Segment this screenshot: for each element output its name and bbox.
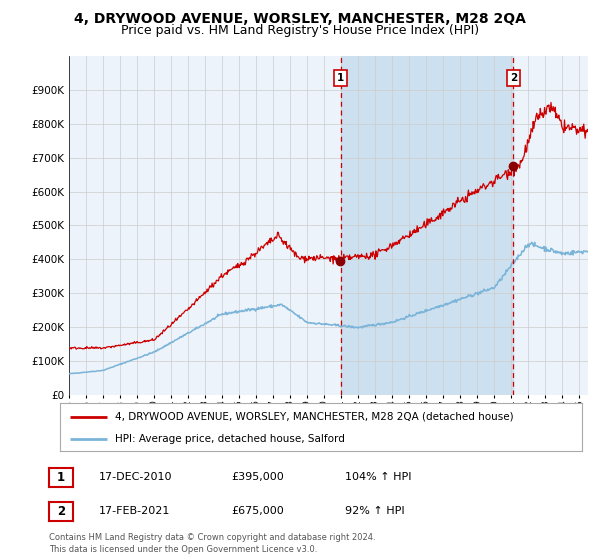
- Text: 17-DEC-2010: 17-DEC-2010: [99, 472, 173, 482]
- Text: 4, DRYWOOD AVENUE, WORSLEY, MANCHESTER, M28 2QA (detached house): 4, DRYWOOD AVENUE, WORSLEY, MANCHESTER, …: [115, 412, 514, 422]
- Text: 2: 2: [510, 73, 517, 83]
- Text: £675,000: £675,000: [231, 506, 284, 516]
- Bar: [341, 56, 514, 395]
- Text: Price paid vs. HM Land Registry's House Price Index (HPI): Price paid vs. HM Land Registry's House …: [121, 24, 479, 37]
- Text: 1: 1: [57, 470, 65, 484]
- Text: 17-FEB-2021: 17-FEB-2021: [99, 506, 170, 516]
- Text: 4, DRYWOOD AVENUE, WORSLEY, MANCHESTER, M28 2QA: 4, DRYWOOD AVENUE, WORSLEY, MANCHESTER, …: [74, 12, 526, 26]
- Text: 1: 1: [337, 73, 344, 83]
- Text: £395,000: £395,000: [231, 472, 284, 482]
- Text: 92% ↑ HPI: 92% ↑ HPI: [345, 506, 404, 516]
- Text: 104% ↑ HPI: 104% ↑ HPI: [345, 472, 412, 482]
- Text: 2: 2: [57, 505, 65, 518]
- Text: Contains HM Land Registry data © Crown copyright and database right 2024.
This d: Contains HM Land Registry data © Crown c…: [49, 533, 376, 554]
- Text: HPI: Average price, detached house, Salford: HPI: Average price, detached house, Salf…: [115, 434, 344, 444]
